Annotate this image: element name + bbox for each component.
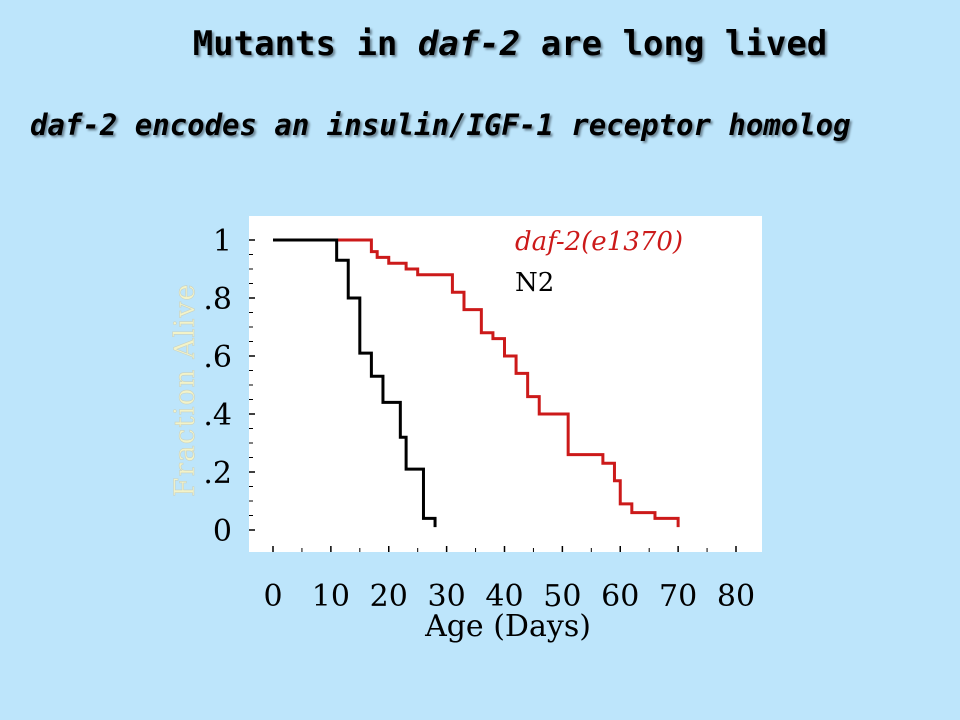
slide-title: Mutants in daf-2 are long lived (192, 24, 828, 64)
x-tick-label: 80 (717, 579, 755, 614)
x-tick-label: 10 (312, 579, 350, 614)
x-axis-label: Age (Days) (424, 609, 591, 644)
legend-entry: daf-2(e1370) (515, 227, 683, 257)
x-tick-label: 20 (370, 579, 408, 614)
y-tick-label: .2 (203, 456, 232, 491)
x-axis-ticks: 0 10 20 30 40 50 60 70 80 (263, 546, 755, 614)
legend: daf-2(e1370) N2 (515, 227, 683, 298)
y-tick-label: 0 (213, 514, 232, 549)
y-axis-label: Fraction Alive (168, 283, 201, 497)
x-tick-label: 50 (543, 579, 581, 614)
slide-subtitle: daf-2 encodes an insulin/IGF-1 receptor … (30, 108, 851, 142)
series-line-daf-2-e1370 (273, 238, 680, 528)
plot-area (249, 216, 762, 552)
x-tick-label: 0 (263, 579, 282, 614)
y-axis-ticks: 0 .2 .4 .6 .8 1 (203, 224, 255, 549)
x-tick-label: 60 (601, 579, 639, 614)
x-tick-label: 70 (659, 579, 697, 614)
y-tick-label: .6 (203, 340, 232, 375)
x-tick-label: 30 (428, 579, 466, 614)
x-tick-label: 40 (485, 579, 523, 614)
title-gene-name: daf-2 (417, 24, 521, 64)
legend-entry: N2 (515, 268, 554, 298)
y-tick-label: .4 (203, 398, 232, 433)
series-line-n2 (273, 238, 437, 528)
y-tick-label: 1 (213, 224, 232, 259)
series-layer (273, 238, 680, 528)
y-tick-label: .8 (203, 282, 232, 317)
